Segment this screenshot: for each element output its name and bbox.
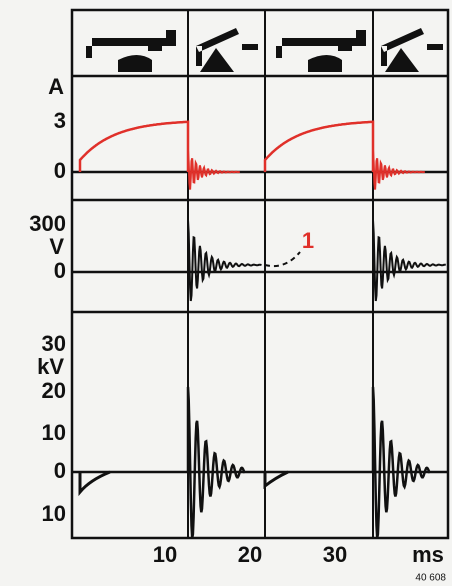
y-tick-label: 30 xyxy=(42,331,66,356)
cam xyxy=(385,48,419,72)
cam xyxy=(118,55,152,72)
cam xyxy=(200,48,234,72)
y-tick-label: 0 xyxy=(54,458,66,483)
dip xyxy=(263,470,289,490)
code: 40 608 xyxy=(415,573,446,584)
x-tick-label: 20 xyxy=(238,542,262,567)
contact-closed xyxy=(276,30,366,58)
unit-label: V xyxy=(49,234,64,259)
unit-label: kV xyxy=(37,354,64,379)
y-tick-label: 10 xyxy=(42,501,66,526)
x-tick-label: 10 xyxy=(153,542,177,567)
annotation: 1 xyxy=(302,228,314,253)
contact-icons xyxy=(86,28,443,72)
oscillation xyxy=(187,149,240,190)
dashed-curve xyxy=(264,251,301,268)
unit-label: A xyxy=(48,74,64,99)
x-tick-label: 30 xyxy=(323,542,347,567)
y-tick-label: 300 xyxy=(29,211,66,236)
contact-open xyxy=(381,28,443,66)
y-tick-label: 0 xyxy=(54,158,66,183)
y-tick-label: 20 xyxy=(42,378,66,403)
y-tick-label: 10 xyxy=(42,420,66,445)
oscillation xyxy=(186,386,246,539)
dip xyxy=(78,470,111,497)
oscillation xyxy=(372,219,446,302)
contact-open xyxy=(196,28,258,66)
y-tick-label: 3 xyxy=(54,108,66,133)
oscillation xyxy=(372,149,425,190)
contact-closed xyxy=(86,30,176,58)
oscillation xyxy=(371,386,431,539)
current-rise xyxy=(78,120,190,172)
oscillation xyxy=(187,219,262,302)
y-tick-label: 0 xyxy=(54,258,66,283)
waveforms xyxy=(78,120,446,539)
x-unit: ms xyxy=(412,542,444,567)
cam xyxy=(308,55,342,72)
current-rise xyxy=(263,120,375,172)
